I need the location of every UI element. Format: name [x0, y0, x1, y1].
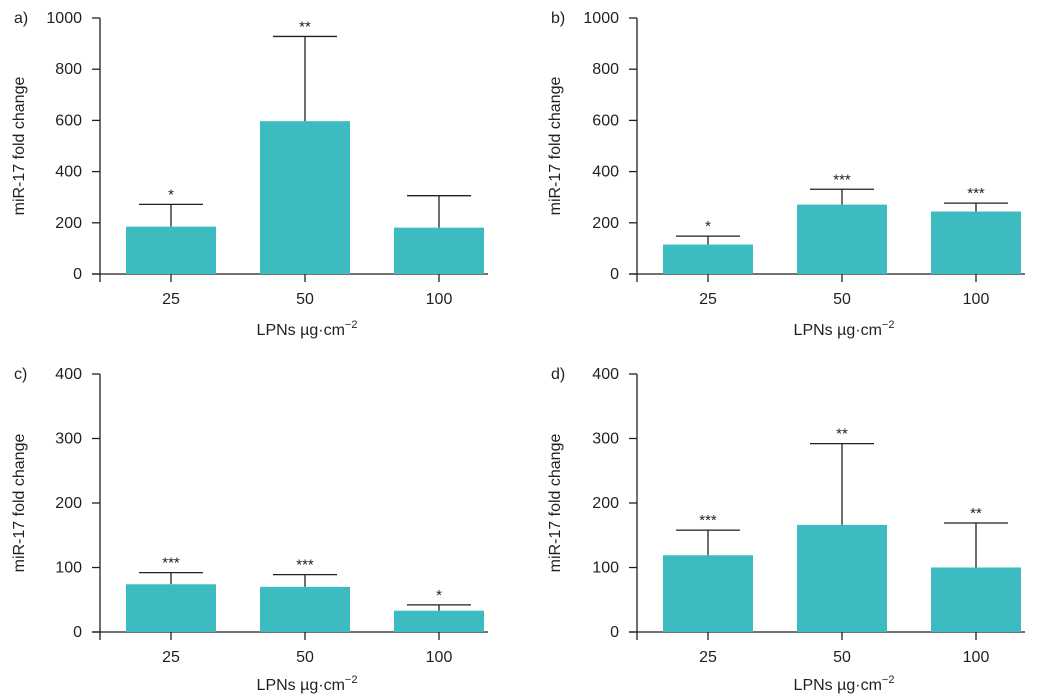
bar-50	[797, 524, 887, 632]
y-axis-title: miR-17 fold change	[11, 434, 28, 573]
x-tick-label: 50	[296, 649, 314, 666]
significance-mark: *	[168, 186, 174, 203]
significance-mark: ***	[967, 185, 985, 202]
significance-mark: *	[436, 587, 442, 604]
y-tick-label: 200	[592, 495, 619, 512]
bar-100	[931, 567, 1021, 632]
bar-100	[394, 227, 484, 274]
x-tick-label: 100	[963, 291, 990, 308]
significance-mark: ***	[296, 557, 314, 574]
y-tick-label: 100	[592, 560, 619, 577]
y-tick-label: 1000	[583, 10, 619, 27]
y-tick-label: 0	[610, 266, 619, 283]
x-axis-title: LPNs µg·cm−2	[257, 319, 358, 339]
y-tick-label: 400	[55, 366, 82, 383]
significance-mark: **	[836, 426, 848, 443]
bar-25	[126, 584, 216, 632]
bar-25	[126, 226, 216, 274]
y-tick-label: 800	[592, 61, 619, 78]
y-tick-label: 600	[592, 112, 619, 129]
x-axis-title: LPNs µg·cm−2	[257, 674, 358, 694]
panel-label: d)	[551, 366, 565, 383]
x-axis-title: LPNs µg·cm−2	[794, 674, 895, 694]
x-tick-label: 100	[963, 649, 990, 666]
y-axis-title: miR-17 fold change	[11, 77, 28, 216]
y-tick-label: 400	[55, 164, 82, 181]
x-tick-label: 25	[162, 291, 180, 308]
x-tick-label: 25	[699, 291, 717, 308]
x-tick-label: 25	[699, 649, 717, 666]
significance-mark: ***	[833, 171, 851, 188]
chart-panel-a: a) 0 200 400 600 800 1000 miR-17 fold change * 25…	[11, 10, 488, 339]
x-tick-label: 50	[833, 649, 851, 666]
y-tick-label: 1000	[46, 10, 82, 27]
y-tick-label: 0	[610, 624, 619, 641]
x-tick-label: 50	[296, 291, 314, 308]
significance-mark: **	[970, 505, 982, 522]
bar-25	[663, 244, 753, 274]
y-tick-label: 0	[73, 266, 82, 283]
y-tick-label: 0	[73, 624, 82, 641]
bar-100	[394, 610, 484, 632]
y-tick-label: 400	[592, 164, 619, 181]
significance-mark: *	[705, 218, 711, 235]
bar-100	[931, 211, 1021, 274]
y-axis-title: miR-17 fold change	[547, 77, 564, 216]
significance-mark: **	[299, 18, 311, 35]
panel-label: a)	[14, 10, 28, 27]
y-tick-label: 200	[55, 215, 82, 232]
panel-label: c)	[14, 366, 27, 383]
bar-50	[260, 121, 350, 274]
y-tick-label: 100	[55, 560, 82, 577]
x-tick-label: 50	[833, 291, 851, 308]
y-tick-label: 400	[592, 366, 619, 383]
panel-label: b)	[551, 10, 565, 27]
bar-50	[797, 204, 887, 274]
significance-mark: ***	[162, 555, 180, 572]
x-tick-label: 100	[426, 649, 453, 666]
x-tick-label: 100	[426, 291, 453, 308]
chart-panel-b: b) 0 200 400 600 800 1000 miR-17 fold change * 25…	[547, 10, 1025, 339]
significance-mark: ***	[699, 512, 717, 529]
y-tick-label: 200	[592, 215, 619, 232]
x-axis-title: LPNs µg·cm−2	[794, 319, 895, 339]
y-tick-label: 200	[55, 495, 82, 512]
y-tick-label: 600	[55, 112, 82, 129]
x-tick-label: 25	[162, 649, 180, 666]
y-tick-label: 800	[55, 61, 82, 78]
y-tick-label: 300	[592, 431, 619, 448]
bar-50	[260, 586, 350, 632]
y-axis-title: miR-17 fold change	[547, 434, 564, 573]
chart-panel-d: d) 0 100 200 300 400 miR-17 fold change *** 25 **…	[547, 366, 1025, 694]
bar-25	[663, 555, 753, 632]
y-tick-label: 300	[55, 431, 82, 448]
